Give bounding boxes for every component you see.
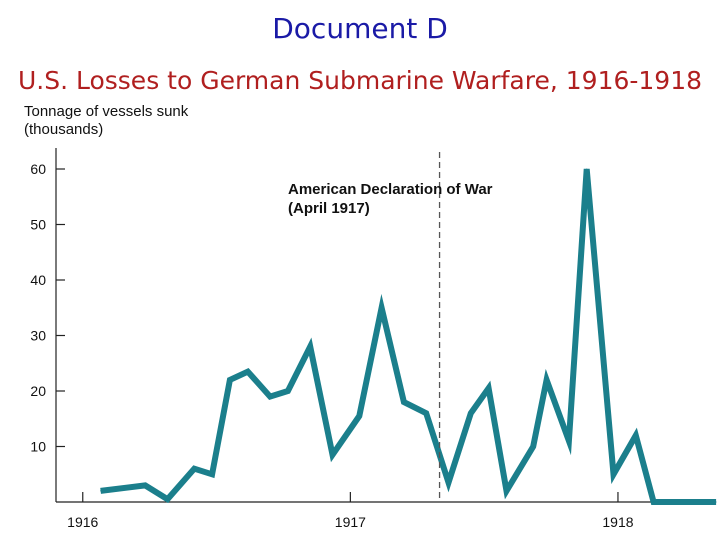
- data-point: [613, 473, 614, 475]
- data-point: [229, 379, 231, 381]
- data-point: [425, 412, 427, 414]
- data-point: [193, 468, 195, 470]
- data-point: [309, 346, 311, 348]
- y-axis-label-line-1: Tonnage of vessels sunk: [24, 103, 189, 120]
- data-point: [381, 307, 383, 309]
- y-axis-label-line-2: (thousands): [24, 121, 103, 138]
- data-point: [269, 396, 271, 398]
- x-tick-label: 1916: [67, 514, 98, 530]
- y-tick-label: 10: [30, 439, 46, 455]
- data-point: [403, 401, 405, 403]
- data-point: [332, 454, 334, 456]
- data-point: [586, 168, 588, 170]
- data-point: [287, 390, 289, 392]
- annotation-text: (April 1917): [288, 200, 370, 217]
- data-point: [488, 387, 490, 389]
- data-point: [670, 501, 672, 503]
- data-point: [532, 446, 534, 447]
- data-point: [144, 484, 146, 486]
- data-point: [715, 501, 717, 503]
- chart-title: U.S. Losses to German Submarine Warfare,…: [17, 66, 703, 95]
- data-point: [447, 482, 449, 484]
- y-tick-label: 50: [30, 217, 46, 233]
- data-point: [653, 501, 655, 503]
- y-tick-label: 30: [30, 328, 46, 344]
- data-point: [505, 490, 507, 492]
- y-tick-label: 60: [30, 161, 46, 177]
- data-point: [470, 412, 472, 414]
- y-tick-label: 40: [30, 272, 46, 288]
- annotation-text: American Declaration of War: [288, 181, 493, 198]
- data-point: [358, 415, 360, 417]
- plot-area: 10 20 30 40 50 60 1916 1917 1918: [30, 148, 717, 530]
- data-point: [247, 371, 249, 373]
- y-tick-label: 20: [30, 383, 46, 399]
- data-point: [546, 379, 548, 381]
- data-point: [568, 440, 570, 442]
- annotation-group: American Declaration of War (April 1917): [288, 152, 493, 502]
- slide-title: Document D: [272, 12, 448, 45]
- data-point: [635, 434, 637, 436]
- data-point: [100, 490, 102, 492]
- data-point: [167, 498, 168, 500]
- x-tick-label: 1917: [335, 514, 366, 530]
- data-point: [211, 473, 213, 475]
- data-point: [693, 501, 695, 503]
- series-line: [100, 168, 717, 505]
- x-tick-label: 1918: [602, 514, 633, 530]
